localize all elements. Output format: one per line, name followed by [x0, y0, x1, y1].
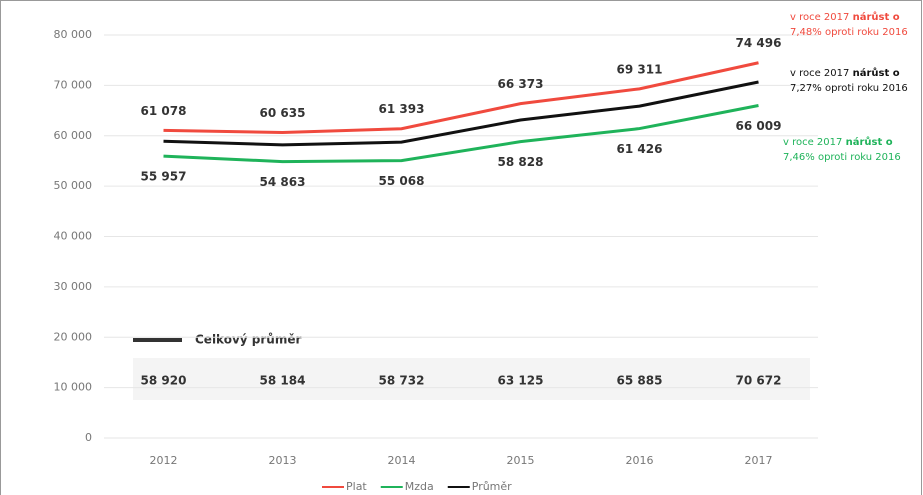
y-tick-label: 80 000	[54, 28, 93, 41]
annotation: v roce 2017 nárůst o	[790, 66, 900, 79]
data-label: 63 125	[498, 374, 544, 388]
y-tick-label: 60 000	[54, 129, 93, 142]
data-label: 66 373	[498, 77, 544, 91]
data-label: 58 732	[379, 374, 425, 388]
annotation-bold: nárůst o	[853, 66, 900, 79]
annotation: 7,27% oproti roku 2016	[790, 83, 908, 94]
data-label: 61 426	[617, 142, 663, 156]
legend-label: Plat	[346, 480, 367, 493]
y-tick-label: 70 000	[54, 78, 93, 91]
series-line	[163, 61, 759, 135]
data-label: 55 957	[141, 170, 187, 184]
legend: Plat Mzda Průměr	[322, 480, 512, 493]
legend-label: Průměr	[472, 480, 512, 493]
annotation-text: v roce 2017	[783, 137, 846, 148]
data-label: 69 311	[617, 62, 663, 76]
data-label: 70 672	[736, 374, 782, 388]
data-label: 58 184	[260, 374, 306, 388]
x-tick-label: 2017	[745, 454, 773, 467]
data-label: 60 635	[260, 106, 306, 120]
x-tick-label: 2015	[507, 454, 535, 467]
data-label: 55 068	[379, 174, 425, 188]
annotation: v roce 2017 nárůst o	[790, 10, 900, 23]
y-tick-label: 30 000	[54, 280, 93, 293]
y-tick-label: 10 000	[54, 381, 93, 394]
x-tick-label: 2013	[269, 454, 297, 467]
x-tick-label: 2016	[626, 454, 654, 467]
annotation: v roce 2017 nárůst o	[783, 135, 893, 148]
data-label: 61 078	[141, 104, 187, 118]
data-label: 58 828	[498, 155, 544, 169]
annotation-text: v roce 2017	[790, 68, 853, 79]
annotation: 7,46% oproti roku 2016	[783, 152, 901, 163]
y-tick-label: 50 000	[54, 179, 93, 192]
data-label: 58 920	[141, 374, 187, 388]
data-label: 65 885	[617, 374, 663, 388]
x-tick-label: 2012	[150, 454, 178, 467]
series-line	[163, 80, 759, 147]
legend-label: Mzda	[405, 480, 434, 493]
data-label: 61 393	[379, 102, 425, 116]
average-label: Celkový průměr	[195, 333, 301, 347]
data-label: 74 496	[736, 36, 782, 50]
y-tick-label: 0	[85, 431, 92, 444]
average-band	[133, 358, 810, 400]
annotation: 7,48% oproti roku 2016	[790, 27, 908, 38]
series-line	[163, 104, 759, 164]
y-tick-label: 20 000	[54, 330, 93, 343]
x-tick-label: 2014	[388, 454, 416, 467]
data-label: 54 863	[260, 175, 306, 189]
y-tick-label: 40 000	[54, 230, 93, 243]
annotation-text: v roce 2017	[790, 12, 853, 23]
annotation-bold: nárůst o	[853, 10, 900, 23]
data-label: 66 009	[736, 119, 782, 133]
annotation-bold: nárůst o	[846, 135, 893, 148]
